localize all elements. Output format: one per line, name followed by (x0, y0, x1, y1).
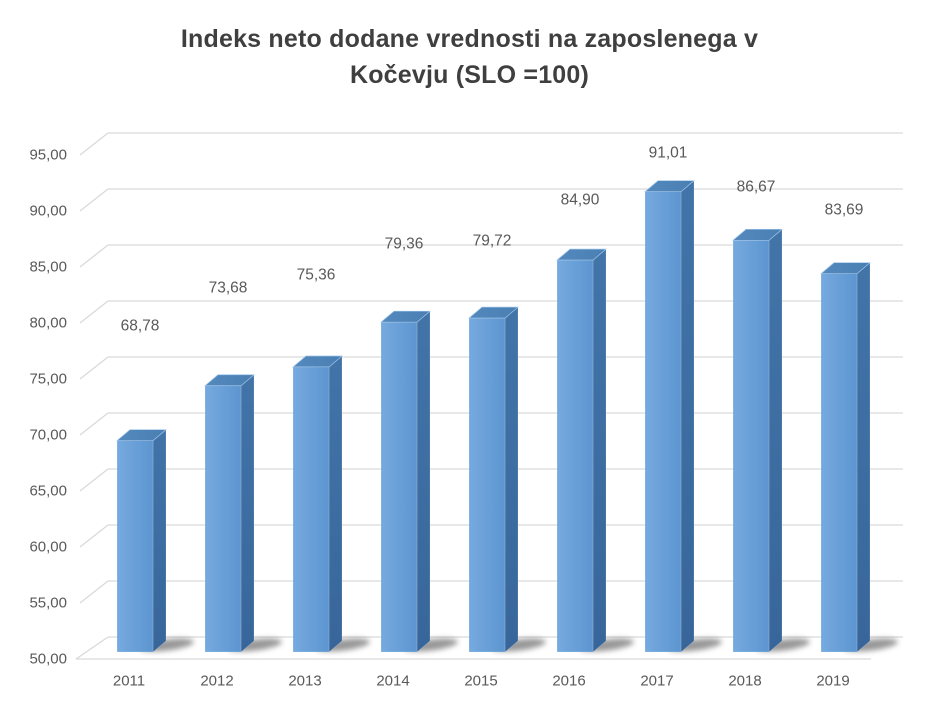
y-tick-label-80: 80,00 (29, 315, 67, 332)
chart-title-line-2: Kočevju (SLO =100) (349, 60, 590, 89)
bar-value-label-2016: 84,90 (561, 192, 600, 209)
bar-value-label-2017: 91,01 (649, 145, 688, 162)
gridline-55 (79, 580, 903, 604)
bar-side-2014 (416, 310, 431, 653)
bar-value-label-2012: 73,68 (209, 280, 248, 297)
bar-2013 (292, 366, 330, 653)
bar-value-label-2015: 79,72 (473, 233, 512, 250)
gridline-80 (79, 300, 903, 324)
bar-value-label-2011: 68,78 (121, 318, 160, 335)
bar-side-2017 (680, 180, 695, 653)
gridline-70 (79, 412, 903, 436)
bar-2012 (204, 385, 242, 653)
gridline-60 (79, 524, 903, 548)
x-axis-label-2011: 2011 (113, 673, 145, 690)
bar-side-2019 (856, 262, 871, 653)
floor-left-edge (75, 636, 109, 660)
y-tick-label-95: 95,00 (29, 147, 67, 164)
y-tick-label-75: 75,00 (29, 371, 67, 388)
bar-2015 (468, 317, 506, 653)
bar-side-2012 (240, 374, 255, 653)
bar-2019 (820, 273, 858, 653)
gridline-65 (79, 468, 903, 492)
x-axis-label-2012: 2012 (200, 673, 233, 690)
bar-2016 (556, 259, 594, 653)
y-tick-label-65: 65,00 (29, 483, 67, 500)
bar-side-2016 (592, 248, 607, 653)
x-axis-label-2015: 2015 (464, 673, 497, 690)
bar-2014 (380, 321, 418, 653)
bar-side-2015 (504, 306, 519, 653)
y-tick-label-60: 60,00 (29, 539, 67, 556)
bar-2018 (732, 239, 770, 653)
bar-side-2011 (152, 429, 167, 653)
bar-value-label-2014: 79,36 (385, 236, 424, 253)
chart-title: Indeks neto dodane vrednosti na zaposlen… (0, 22, 939, 93)
chart-title-line-1: Indeks neto dodane vrednosti na zaposlen… (180, 25, 759, 53)
x-axis-label-2019: 2019 (816, 673, 849, 690)
x-axis-label-2017: 2017 (640, 673, 673, 690)
y-tick-label-90: 90,00 (29, 203, 67, 220)
y-tick-label-70: 70,00 (29, 427, 67, 444)
bar-value-label-2018: 86,67 (737, 179, 776, 196)
y-tick-label-50: 50,00 (29, 651, 67, 668)
gridline-90 (79, 188, 903, 212)
bar-value-label-2013: 75,36 (297, 267, 336, 284)
x-axis-label-2016: 2016 (552, 673, 585, 690)
bar-side-2013 (328, 355, 343, 653)
bar-value-label-2019: 83,69 (825, 202, 864, 219)
y-tick-label-55: 55,00 (29, 595, 67, 612)
gridline-75 (79, 356, 903, 380)
gridline-85 (79, 244, 903, 268)
x-axis-label-2013: 2013 (288, 673, 321, 690)
gridline-95 (79, 132, 903, 156)
bar-2011 (116, 440, 154, 653)
bar-side-2018 (768, 228, 783, 653)
y-tick-label-85: 85,00 (29, 259, 67, 276)
x-axis-label-2018: 2018 (728, 673, 761, 690)
bar-2017 (644, 191, 682, 653)
x-axis-label-2014: 2014 (376, 673, 409, 690)
